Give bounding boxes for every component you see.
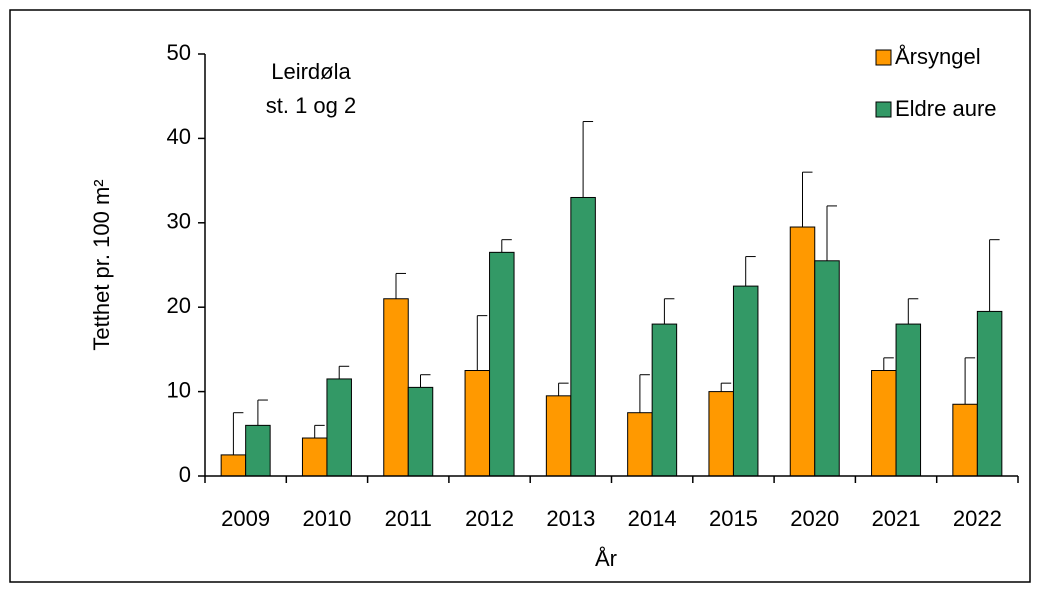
legend-swatch: [875, 49, 892, 66]
x-tick-label: 2020: [790, 506, 839, 531]
error-bar: [745, 256, 756, 287]
error-bar: [826, 205, 837, 261]
x-tick-label: 2012: [465, 506, 514, 531]
error-bar: [883, 357, 894, 371]
x-tick-label: 2011: [385, 506, 432, 531]
y-tick-label: 10: [167, 377, 191, 402]
legend-label: Årsyngel: [895, 44, 981, 69]
bar: [976, 310, 1003, 477]
error-bar: [720, 382, 732, 392]
legend-swatch: [875, 101, 892, 118]
x-tick-label: 2014: [628, 506, 677, 531]
bar: [570, 196, 596, 477]
error-bar: [501, 239, 512, 253]
frame: [9, 9, 1031, 583]
error-bar: [257, 399, 268, 426]
x-tick-label: 2022: [953, 506, 1002, 531]
error-bar: [964, 357, 976, 405]
bar: [245, 424, 271, 477]
error-bar: [639, 374, 650, 413]
bar: [708, 391, 734, 477]
x-tick-label: 2015: [709, 506, 758, 531]
x-tick-label: 2009: [221, 506, 270, 531]
error-bar: [989, 239, 1000, 312]
bar: [301, 437, 328, 477]
error-bar: [395, 272, 406, 299]
x-tick-label: 2021: [872, 506, 921, 531]
error-bar: [582, 121, 594, 198]
bar: [220, 454, 247, 477]
bar: [464, 370, 491, 477]
annotation: st. 1 og 2: [266, 93, 357, 118]
bar: [407, 386, 434, 477]
error-bar: [420, 374, 431, 388]
legend-label: Eldre aure: [895, 96, 997, 121]
error-bar: [663, 298, 675, 325]
x-tick-label: 2010: [302, 506, 351, 531]
bar: [326, 378, 352, 477]
error-bar: [476, 315, 488, 371]
bar: [651, 323, 678, 477]
bar: [545, 395, 572, 477]
y-tick-label: 50: [167, 40, 191, 65]
error-bar: [314, 424, 325, 439]
y-tick-label: 30: [167, 209, 191, 234]
error-bar: [907, 298, 919, 325]
bar: [627, 412, 653, 477]
bar: [871, 370, 897, 477]
bar: [789, 226, 816, 477]
x-tick-label: 2013: [546, 506, 595, 531]
annotation: Leirdøla: [271, 59, 351, 84]
error-bar: [232, 412, 244, 455]
bar: [895, 323, 922, 477]
y-tick-label: 40: [167, 124, 191, 149]
bar: [489, 251, 515, 477]
bar: [814, 260, 840, 477]
error-bar: [558, 382, 569, 396]
bar: [732, 285, 759, 477]
y-axis-title: Tetthet pr. 100 m²: [89, 179, 114, 350]
bar: [383, 298, 409, 477]
y-tick-label: 20: [167, 293, 191, 318]
x-axis-title: År: [595, 546, 617, 571]
bar: [952, 403, 978, 477]
y-tick-label: 0: [179, 462, 191, 487]
error-bar: [338, 365, 350, 379]
error-bar: [802, 171, 813, 228]
